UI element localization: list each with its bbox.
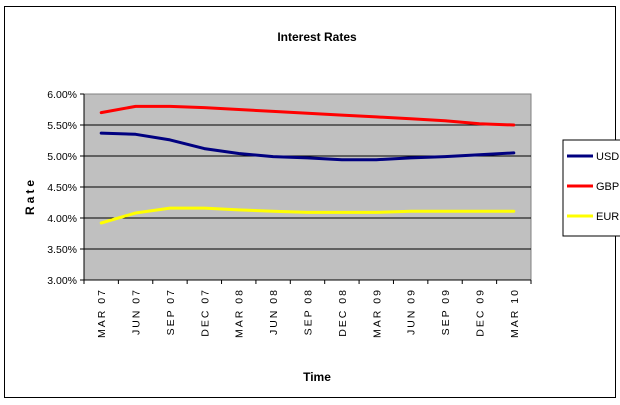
y-tick-label: 4.50% — [47, 182, 77, 194]
y-tick-label: 4.00% — [47, 213, 77, 225]
x-tick-label: SEP 08 — [303, 288, 315, 335]
plot-area: 3.00% 3.50% 4.00% 4.50% 5.00% 5.50% 6.00% MAR 0… — [47, 89, 532, 338]
x-tick-label: MAR 08 — [234, 288, 246, 338]
legend-label-gbp: GBP — [596, 181, 619, 193]
series-line-usd — [99, 131, 516, 162]
x-tick-label: JUN 08 — [268, 288, 280, 335]
series-line-gbp — [99, 104, 516, 127]
legend: USD GBP EUR — [562, 139, 620, 237]
chart-title: Interest Rates — [277, 30, 357, 44]
y-tick-label: 3.00% — [47, 275, 77, 287]
y-tick-label: 5.50% — [47, 120, 77, 132]
legend-label-usd: USD — [596, 151, 619, 163]
x-tick-label: JUN 07 — [131, 288, 143, 335]
x-tick-label: DEC 09 — [474, 288, 486, 337]
series-line-eur — [99, 206, 516, 225]
x-tick-label: MAR 09 — [371, 288, 383, 338]
legend-label-eur: EUR — [596, 211, 619, 223]
x-tick-label: MAR 10 — [509, 288, 521, 338]
y-tick-label: 6.00% — [47, 89, 77, 101]
y-tick-label: 5.00% — [47, 151, 77, 163]
x-tick-label: JUN 09 — [406, 288, 418, 335]
y-tick-label: 3.50% — [47, 244, 77, 256]
x-tick-label: MAR 07 — [96, 288, 108, 338]
x-tick-label: DEC 07 — [199, 288, 211, 337]
x-tick-label: SEP 09 — [440, 288, 452, 335]
x-tick-label: DEC 08 — [337, 288, 349, 337]
x-tick-label: SEP 07 — [165, 288, 177, 335]
x-axis-title: Time — [303, 370, 331, 384]
y-axis-title: Rate — [23, 177, 37, 215]
